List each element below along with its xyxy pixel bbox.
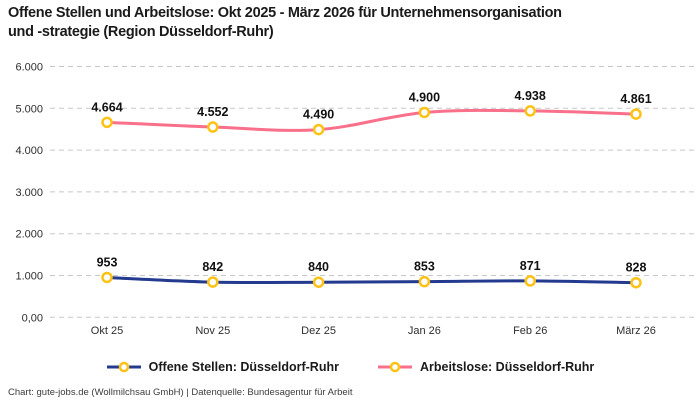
chart-title-line2: und -strategie (Region Düsseldorf-Ruhr) — [8, 24, 274, 40]
x-axis-label: März 26 — [616, 325, 656, 337]
series-line — [105, 275, 638, 285]
data-point-label: 828 — [626, 261, 647, 275]
data-point-label: 842 — [202, 260, 223, 274]
legend-label: Offene Stellen: Düsseldorf-Ruhr — [148, 360, 339, 374]
data-point-marker[interactable] — [312, 276, 325, 288]
y-axis-tick-label: 0,00 — [22, 312, 43, 324]
legend-entry-arbeitslose[interactable]: Arbeitslose: Düsseldorf-Ruhr — [377, 360, 594, 374]
legend-entry-offene-stellen[interactable]: Offene Stellen: Düsseldorf-Ruhr — [106, 360, 339, 374]
data-point-marker[interactable] — [630, 108, 642, 120]
chart-title: Offene Stellen und Arbeitslose: Okt 2025… — [8, 4, 696, 42]
y-axis-tick-label: 6.000 — [15, 62, 43, 74]
x-axis-label: Dez 25 — [301, 325, 336, 337]
y-axis-tick-label: 5.000 — [15, 103, 43, 115]
data-point-label: 853 — [414, 260, 435, 274]
x-axis-label: Feb 26 — [513, 325, 547, 337]
data-point-marker[interactable] — [630, 276, 642, 289]
data-point-marker[interactable] — [207, 276, 219, 288]
data-point-label: 4.552 — [197, 105, 228, 119]
data-point-marker[interactable] — [101, 116, 113, 129]
y-axis-tick-label: 2.000 — [15, 229, 43, 241]
data-point-label: 871 — [520, 259, 541, 273]
data-point-marker[interactable] — [418, 275, 431, 288]
x-axis-label: Okt 25 — [91, 325, 123, 337]
legend-swatch-line-icon — [377, 361, 412, 373]
legend-swatch-line-icon — [106, 361, 141, 373]
x-axis-label: Nov 25 — [195, 325, 230, 337]
data-point-label: 4.900 — [409, 90, 440, 104]
x-axis-label: Jan 26 — [408, 325, 441, 337]
data-point-marker[interactable] — [101, 271, 113, 284]
chart-title-line1: Offene Stellen und Arbeitslose: Okt 2025… — [8, 5, 562, 21]
data-point-marker[interactable] — [418, 106, 431, 119]
y-axis-tick-label: 1.000 — [15, 271, 43, 283]
chart-canvas: 0,00 1.000 2.000 3.000 4.000 5.000 6.000 Okt 25… — [15, 62, 695, 337]
data-point-label: 953 — [97, 255, 118, 269]
chart-legend: Offene Stellen: Düsseldorf-Ruhr Arbeitsl… — [0, 360, 700, 374]
series-line — [105, 108, 638, 132]
data-point-marker[interactable] — [207, 121, 219, 133]
data-point-label: 4.938 — [515, 89, 546, 103]
data-point-marker[interactable] — [524, 275, 536, 287]
data-point-marker[interactable] — [524, 105, 536, 117]
legend-label: Arbeitslose: Düsseldorf-Ruhr — [419, 360, 595, 374]
attribution-text: Chart: gute-jobs.de (Wollmilchsau GmbH) … — [8, 387, 353, 398]
data-point-marker[interactable] — [312, 123, 325, 136]
y-axis-tick-label: 3.000 — [15, 187, 43, 199]
data-point-label: 4.664 — [91, 100, 122, 114]
y-axis-tick-label: 4.000 — [15, 145, 43, 157]
data-point-label: 4.490 — [303, 108, 334, 122]
data-point-label: 840 — [308, 260, 329, 274]
data-point-label: 4.861 — [620, 92, 651, 106]
